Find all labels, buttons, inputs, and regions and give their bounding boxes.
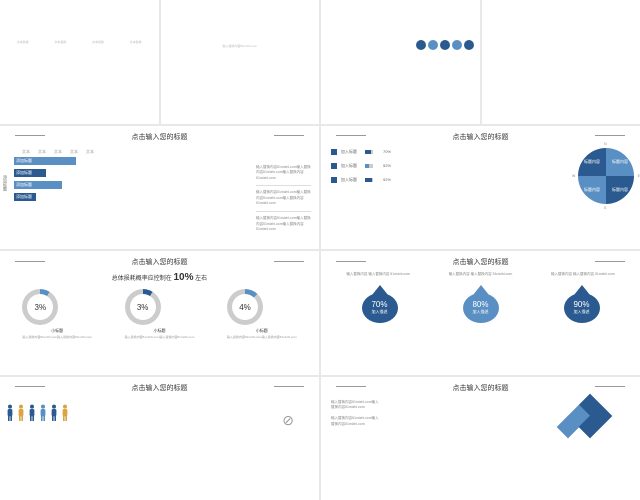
stub-slide-1: 文本替换文本替换文本替换文本替换 bbox=[0, 0, 159, 124]
stub-slide-2: 输入替换内容51mizhi.com bbox=[161, 0, 320, 124]
person-icon bbox=[17, 404, 25, 422]
slide-title: 点击输入您的标题 bbox=[0, 251, 319, 270]
person-icon bbox=[61, 404, 69, 422]
arrow-item: 70%加入描述 bbox=[362, 285, 398, 325]
slide-title: 点击输入您的标题 bbox=[321, 126, 640, 145]
arrow-desc: 输入替换内容 输入替换内容 51mizhi.com bbox=[346, 272, 410, 277]
petal-bl: 标题内容 bbox=[578, 176, 606, 204]
stub-slide-4 bbox=[482, 0, 640, 124]
slide-title: 点击输入您的标题 bbox=[321, 251, 640, 270]
donut-headline: 总体损耗概率应控制在 10% 左右 bbox=[0, 270, 319, 285]
progress-row: 加入标题52% bbox=[331, 163, 391, 169]
slide-title: 点击输入您的标题 bbox=[321, 377, 640, 396]
person-icon bbox=[39, 404, 47, 422]
progress-petal-slide: 点击输入您的标题 加入标题70% 加入标题52% 加入标题92% 标题内容 标题内容… bbox=[321, 126, 640, 250]
donut-item: 3%小标题输入替换内容51mizhi.com输入替换内容51mizhi.com bbox=[22, 289, 92, 339]
diamond-slide: 点击输入您的标题 输入替换内容51mizhi.com输入替换内容51mizhi.… bbox=[321, 377, 640, 500]
x-axis-labels: 文本文本文本文本文本 bbox=[22, 149, 309, 155]
diamond-diagram bbox=[560, 397, 620, 447]
arrow-item: 90%加入描述 bbox=[564, 285, 600, 325]
person-icon bbox=[6, 404, 14, 422]
stub-slide-3 bbox=[321, 0, 480, 124]
petal-tr: 标题内容 bbox=[606, 148, 634, 176]
no-entry-icon: ⊘ bbox=[282, 412, 294, 429]
progress-row: 加入标题92% bbox=[331, 177, 391, 183]
arrow-desc: 输入替换内容 输入替换内容 51mizhi.com bbox=[449, 272, 513, 277]
arrow-desc: 输入替换内容 输入替换内容 51mizhi.com bbox=[551, 272, 615, 277]
arrow-slide: 点击输入您的标题 输入替换内容 输入替换内容 51mizhi.com 输入替换内容… bbox=[321, 251, 640, 375]
donut-slide: 点击输入您的标题 总体损耗概率应控制在 10% 左右 3%小标题输入替换内容51… bbox=[0, 251, 319, 375]
person-icon bbox=[50, 404, 58, 422]
bar-chart-slide: 点击输入您的标题 添加标题 文本文本文本文本文本 添加标题添加标题添加标题添加标… bbox=[0, 126, 319, 250]
petal-tl: 标题内容 bbox=[578, 148, 606, 176]
donut-item: 4%小标题输入替换内容51mizhi.com输入替换内容51mizhi.com bbox=[227, 289, 297, 339]
petal-br: 标题内容 bbox=[606, 176, 634, 204]
bar-row: 添加标题 bbox=[14, 157, 309, 165]
petal-diagram: 标题内容 标题内容 标题内容 标题内容 N E S W bbox=[578, 148, 634, 204]
y-axis-label: 添加标题 bbox=[2, 175, 8, 191]
side-description: 输入替换内容51mizhi.com输入替换内容51mizhi.com输入替换内容… bbox=[256, 165, 311, 233]
donut-item: 3%小标题输入替换内容51mizhi.com输入替换内容51mizhi.com bbox=[125, 289, 195, 339]
arrow-item: 80%加入描述 bbox=[463, 285, 499, 325]
slide-title: 点击输入您的标题 bbox=[0, 126, 319, 145]
slide-title: 点击输入您的标题 bbox=[0, 377, 319, 396]
people-slide: 点击输入您的标题 ⊘ bbox=[0, 377, 319, 500]
person-icon bbox=[28, 404, 36, 422]
progress-row: 加入标题70% bbox=[331, 149, 391, 155]
